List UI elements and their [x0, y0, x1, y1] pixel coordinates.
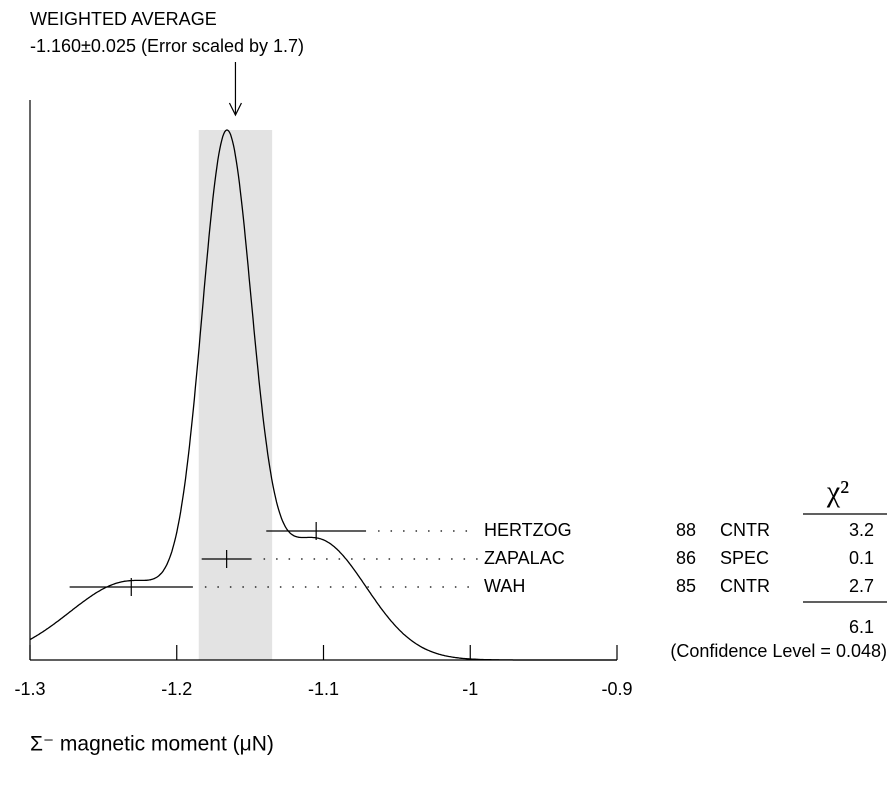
ideogram-curve: [29, 129, 617, 661]
confidence-level: (Confidence Level = 0.048): [670, 641, 887, 661]
experiment-technique: CNTR: [720, 576, 770, 596]
experiment-name: HERTZOG: [484, 520, 572, 540]
x-tick-label: -1.3: [14, 679, 45, 699]
average-label: -1.160±0.025 (Error scaled by 1.7): [30, 36, 304, 56]
x-tick-label: -1.1: [308, 679, 339, 699]
x-axis-label: Σ⁻ magnetic moment (μN): [30, 733, 274, 756]
chi2-total: 6.1: [849, 617, 874, 637]
arrow-head: [228, 102, 242, 117]
x-tick-label: -1: [462, 679, 478, 699]
x-tick-label: -0.9: [601, 679, 632, 699]
chi2-value: 3.2: [849, 520, 874, 540]
experiment-year: 88: [676, 520, 696, 540]
experiment-name: ZAPALAC: [484, 548, 565, 568]
experiment-technique: SPEC: [720, 548, 769, 568]
experiment-name: WAH: [484, 576, 525, 596]
experiment-year: 85: [676, 576, 696, 596]
chart-title: WEIGHTED AVERAGE: [30, 9, 217, 29]
chi2-value: 0.1: [849, 548, 874, 568]
experiment-year: 86: [676, 548, 696, 568]
chi2-value: 2.7: [849, 576, 874, 596]
x-tick-label: -1.2: [161, 679, 192, 699]
chi2-header: χ²: [826, 475, 849, 508]
experiment-technique: CNTR: [720, 520, 770, 540]
